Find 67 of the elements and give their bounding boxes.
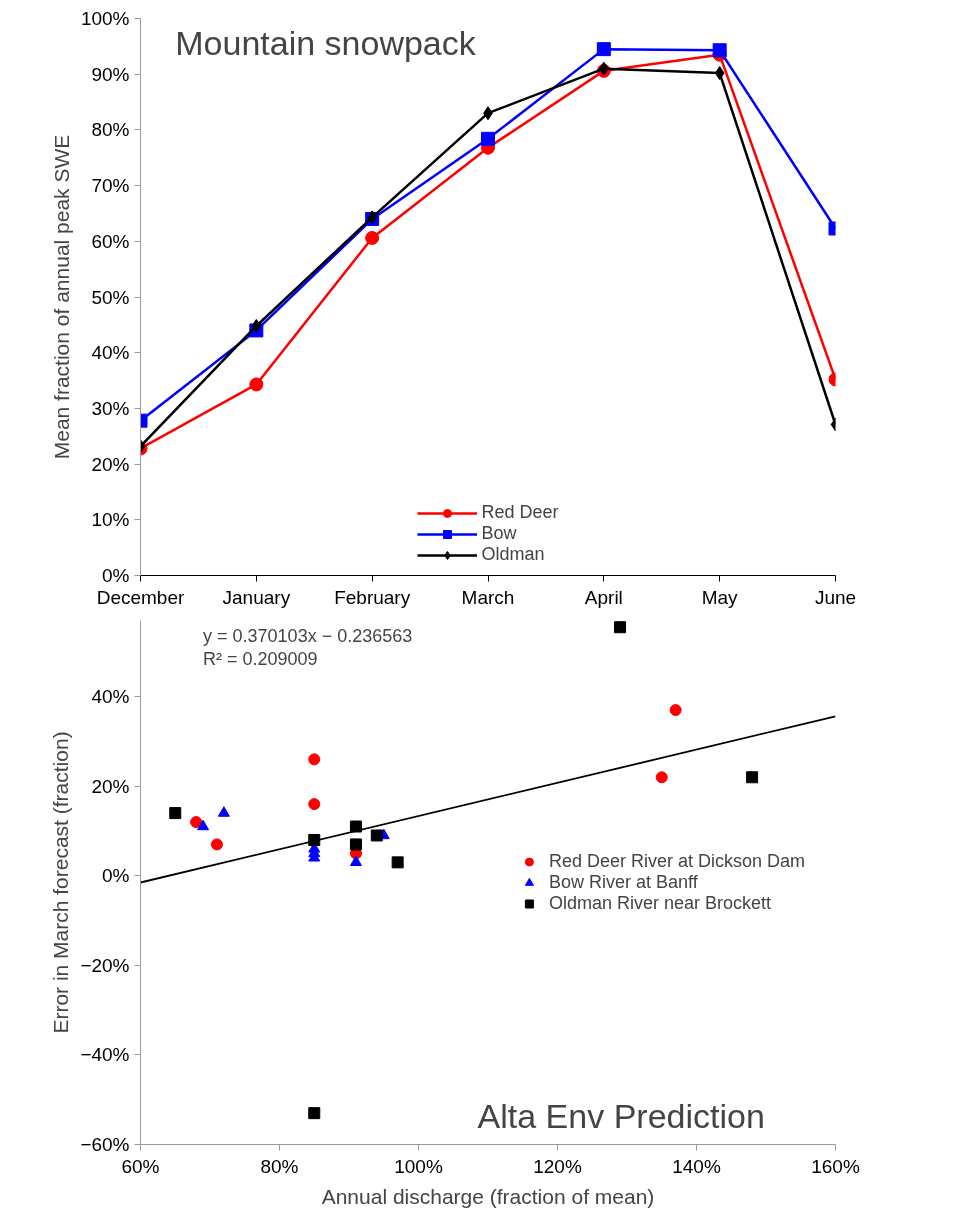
point <box>391 856 404 869</box>
point <box>210 838 223 851</box>
point <box>217 806 230 817</box>
y-tick-label: 40% <box>91 686 130 708</box>
point <box>308 798 321 811</box>
legend-label: Oldman River near Brockett <box>548 892 772 914</box>
x-tick-label: 60% <box>121 1155 160 1177</box>
x-tick-label: 80% <box>260 1155 299 1177</box>
annotation: y = 0.370103x − 0.236563 <box>203 625 413 646</box>
point <box>746 771 759 784</box>
legend-label: Oldman <box>481 544 545 565</box>
x-axis-title: Annual discharge (fraction of mean) <box>321 1184 655 1208</box>
x-tick-label: March <box>461 586 515 608</box>
x-tick-label: April <box>584 586 623 608</box>
legend-label: Bow River at Banff <box>548 871 698 893</box>
point <box>349 820 362 833</box>
y-axis-title: Mean fraction of annual peak SWE <box>49 134 73 460</box>
y-tick-label: 30% <box>91 397 130 419</box>
point <box>190 816 203 829</box>
x-tick-label: June <box>814 586 857 608</box>
point <box>712 43 727 58</box>
annotation: R² = 0.209009 <box>203 649 318 670</box>
point <box>596 42 611 57</box>
y-tick-label: 100% <box>80 8 130 29</box>
y-tick-label: 50% <box>91 286 130 308</box>
y-tick-label: 80% <box>91 119 130 141</box>
legend-label: Bow <box>481 523 517 544</box>
point <box>249 377 264 392</box>
y-tick-label: 20% <box>91 775 130 797</box>
point <box>370 829 383 842</box>
x-tick-label: January <box>222 586 291 608</box>
y-tick-label: 0% <box>102 865 130 887</box>
point <box>714 66 725 81</box>
point <box>655 771 668 784</box>
legend-label: Red Deer <box>481 502 559 523</box>
y-tick-label: 10% <box>91 509 130 531</box>
chart-title: Mountain snowpack <box>175 24 477 63</box>
x-tick-label: December <box>96 586 185 608</box>
y-axis-title: Error in March forecast (fraction) <box>49 731 73 1034</box>
legend-label: Red Deer River at Dickson Dam <box>548 850 805 872</box>
point <box>169 807 182 820</box>
point <box>365 230 380 245</box>
point <box>308 1107 321 1120</box>
x-tick-label: 100% <box>394 1155 443 1177</box>
point <box>481 131 495 146</box>
y-tick-label: 20% <box>91 453 130 475</box>
y-tick-label: −60% <box>80 1134 130 1155</box>
y-tick-label: 0% <box>102 565 130 586</box>
point <box>614 621 627 634</box>
y-tick-label: 70% <box>91 175 130 197</box>
x-tick-label: 120% <box>533 1155 582 1177</box>
y-tick-label: 40% <box>91 342 130 364</box>
point <box>251 318 262 333</box>
x-tick-label: May <box>701 586 739 608</box>
annotation: Alta Env Prediction <box>477 1096 765 1135</box>
x-tick-label: 160% <box>811 1155 860 1177</box>
point <box>669 704 682 717</box>
y-tick-label: 90% <box>91 63 130 85</box>
point <box>349 838 362 851</box>
x-tick-label: 140% <box>672 1155 721 1177</box>
y-tick-label: −40% <box>80 1044 130 1066</box>
point <box>349 855 362 867</box>
y-tick-label: 60% <box>91 230 130 252</box>
y-tick-label: −20% <box>80 954 130 976</box>
point <box>308 753 321 766</box>
x-tick-label: February <box>334 586 411 608</box>
point <box>197 819 210 831</box>
